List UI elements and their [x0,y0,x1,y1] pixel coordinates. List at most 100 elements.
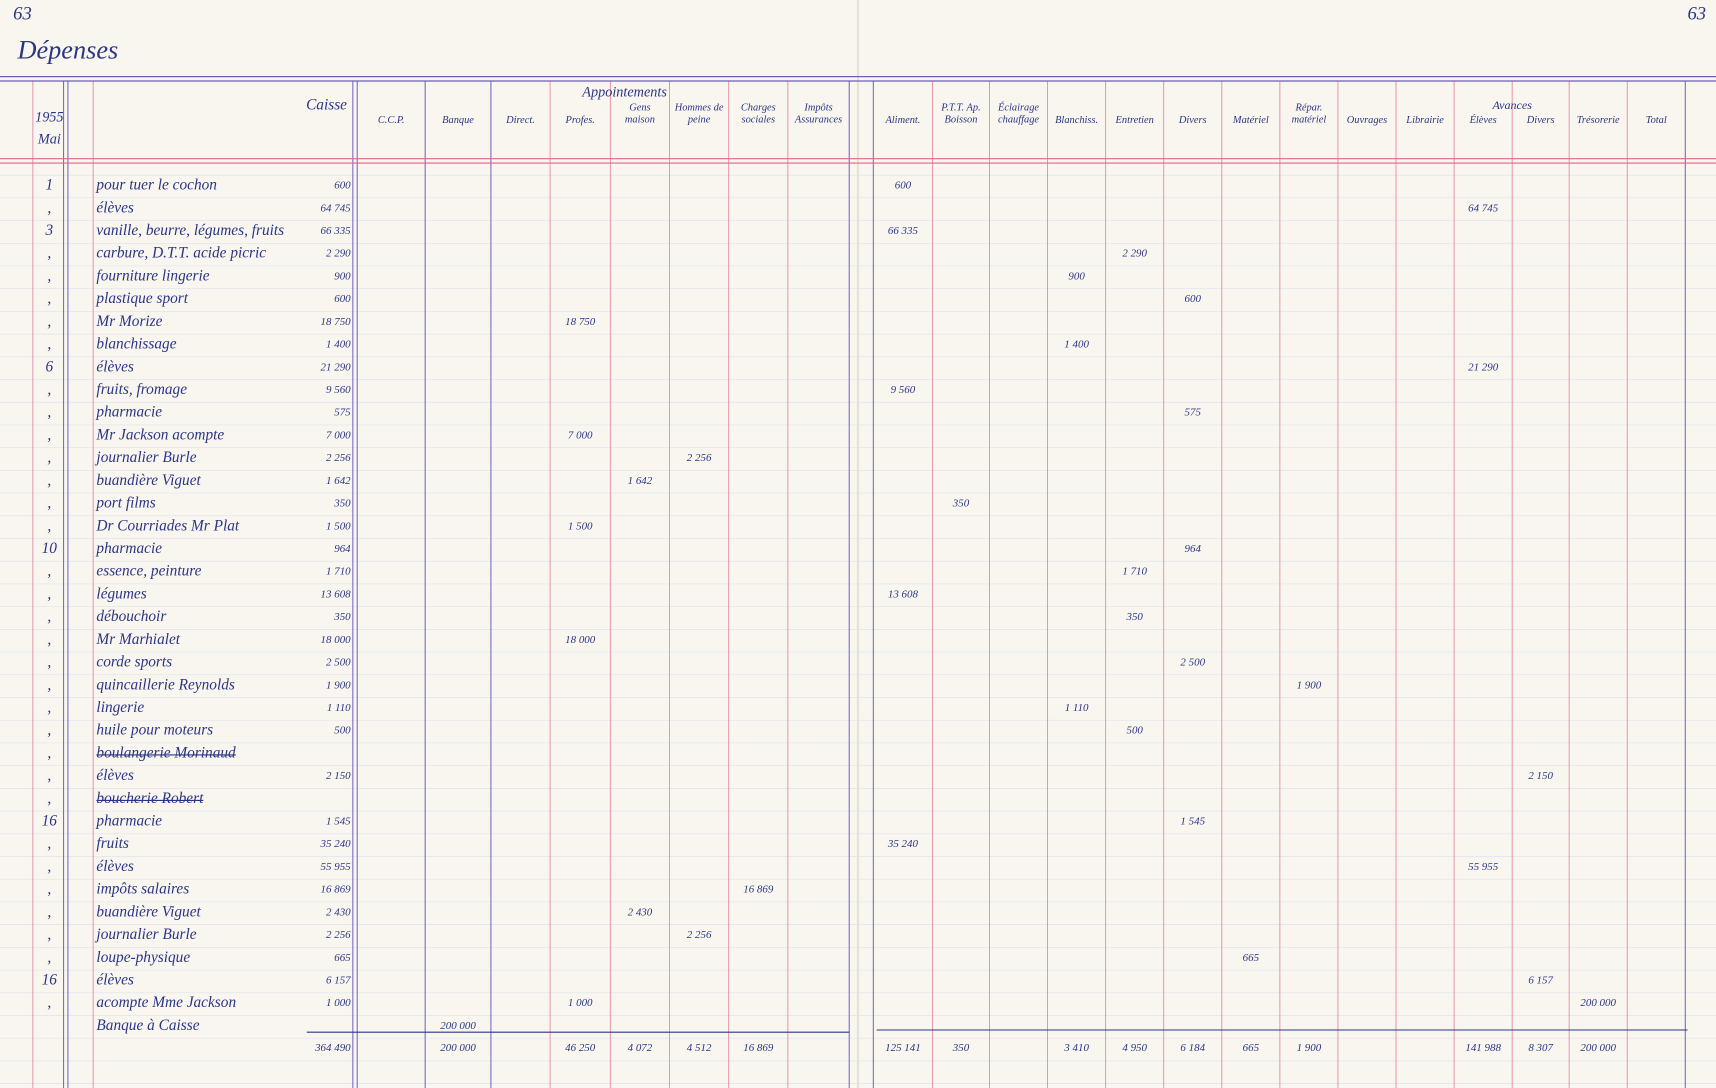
amount: 2 290 [326,248,351,260]
date: , [47,404,51,421]
amount: 64 745 [321,202,352,214]
description: fruits, fromage [96,381,187,398]
amount: 600 [1185,293,1202,305]
description: quincaillerie Reynolds [96,676,234,693]
date: , [47,790,51,807]
amount: 350 [952,498,970,510]
column-header: Caisse [306,97,347,114]
description: port films [95,495,155,512]
date: , [47,245,51,262]
description: Mr Jackson acompte [95,426,224,443]
description: pharmacie [95,404,162,421]
total: 141 988 [1465,1042,1501,1054]
total: 1 900 [1297,1042,1322,1054]
amount: 1 110 [327,702,351,714]
column-header: P.T.T. Ap. Boisson [940,103,980,126]
amount: 9 560 [326,384,351,396]
amount: 66 335 [888,225,919,237]
date: , [47,608,51,625]
column-header: Divers [1526,115,1555,126]
amount: 35 240 [320,838,352,850]
description: carbure, D.T.T. acide picric [96,245,266,262]
amount: 1 900 [326,679,351,691]
description: boulangerie Morinaud [96,744,236,761]
description: loupe-physique [96,949,190,966]
amount: 18 000 [321,634,352,646]
amount: 900 [1068,270,1085,282]
amount: 18 750 [321,316,352,328]
description: Mr Marhialet [95,631,180,648]
date: , [47,767,51,784]
year: 1955 [35,109,63,125]
amount: 21 290 [1468,361,1499,373]
amount: 900 [334,270,351,282]
amount: 200 000 [1580,997,1616,1009]
date: 16 [42,972,58,989]
date: , [47,926,51,943]
date: , [47,631,51,648]
amount: 1 642 [326,475,351,487]
total: 350 [952,1042,970,1054]
amount: 1 545 [326,816,351,828]
amount: 500 [1126,725,1143,737]
amount: 7 000 [568,429,593,441]
amount: 964 [1185,543,1202,555]
column-header: C.C.P. [378,115,405,126]
amount: 2 256 [687,929,712,941]
date: , [47,495,51,512]
description: blanchissage [96,336,176,353]
amount: 2 256 [326,452,351,464]
total: 3 410 [1063,1042,1089,1054]
amount: 21 290 [321,361,352,373]
amount: 1 710 [1122,566,1147,578]
total: 4 072 [628,1042,653,1054]
amount: 2 430 [326,906,351,918]
date: , [47,290,51,307]
date: , [47,449,51,466]
amount: 7 000 [326,429,351,441]
description: débouchoir [96,608,167,625]
date: 10 [42,540,58,557]
date: , [47,381,51,398]
date: 6 [45,358,53,375]
amount: 575 [1185,407,1202,419]
description: buandière Viguet [96,472,201,489]
description: Mr Morize [95,313,162,330]
amount: 6 157 [326,975,351,987]
amount: 2 500 [1180,657,1205,669]
amount: 575 [334,407,351,419]
date: 16 [42,813,58,830]
total: 665 [1243,1042,1260,1054]
description: Dr Courriades Mr Plat [95,517,239,534]
amount: 55 955 [1468,861,1499,873]
amount: 1 000 [568,997,593,1009]
column-header: Entretien [1115,115,1154,126]
description: corde sports [96,654,172,671]
description: acompte Mme Jackson [96,994,236,1011]
date: 3 [44,222,53,239]
column-header: Librairie [1405,115,1444,126]
column-header: Hommes de peine [674,103,724,126]
column-header: Blanchiss. [1055,115,1098,126]
amount: 1 642 [628,475,653,487]
amount: 2 500 [326,657,351,669]
date: 1 [45,177,53,194]
amount: 600 [334,180,351,192]
date: , [47,835,51,852]
total: 200 000 [1580,1042,1616,1054]
date: , [47,336,51,353]
description: huile pour moteurs [96,722,213,739]
description: Banque à Caisse [96,1017,199,1034]
amount: 1 110 [1065,702,1089,714]
column-header: Ouvrages [1347,115,1387,126]
date: , [47,199,51,216]
date: , [47,472,51,489]
amount: 9 560 [891,384,916,396]
column-header: Répar. matériel [1292,103,1327,126]
date: , [47,313,51,330]
date: , [47,903,51,920]
description: élèves [96,767,133,784]
date: , [47,654,51,671]
description: pharmacie [95,813,162,830]
